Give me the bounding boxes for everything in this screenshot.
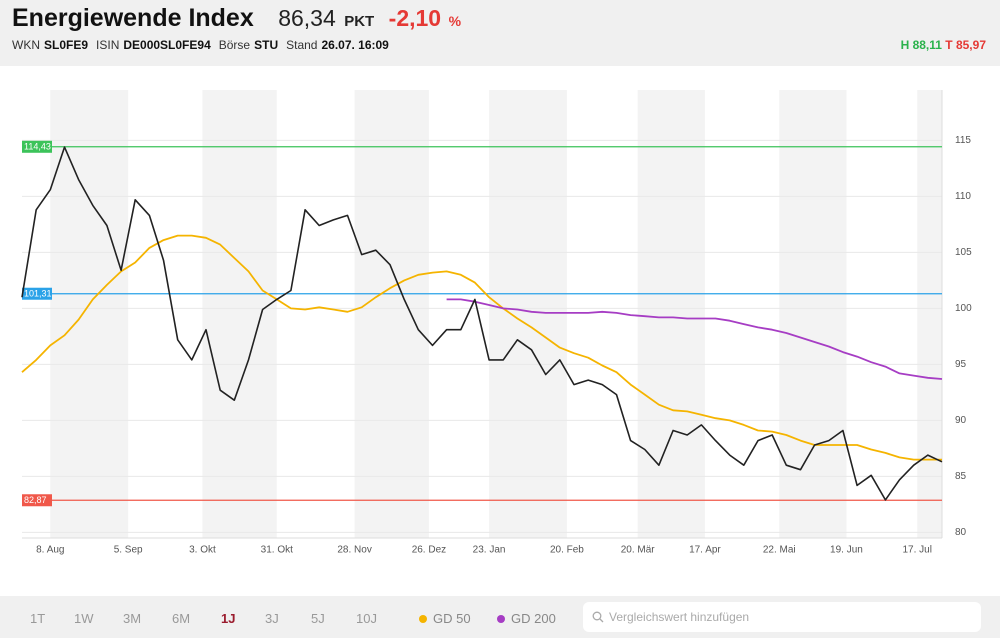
- x-tick-label: 5. Sep: [114, 545, 143, 556]
- y-tick-label: 100: [955, 303, 972, 314]
- y-tick-label: 85: [955, 471, 967, 482]
- chart: 80 85 90 95 100 105 110 115 8. Aug 5. Sep 3. Okt 31…: [21, 90, 972, 556]
- range-button[interactable]: 1W: [74, 611, 94, 626]
- x-tick-label: 19. Jun: [830, 545, 863, 556]
- series-line: [446, 298, 943, 380]
- x-tick-label: 31. Okt: [261, 545, 293, 556]
- meta-value: DE000SL0FE94: [123, 38, 211, 52]
- price: 86,34: [278, 5, 336, 31]
- y-tick-label: 105: [955, 247, 972, 258]
- meta-value: SL0FE9: [44, 38, 89, 52]
- y-tick-label: 95: [955, 359, 967, 370]
- reference-label: 114,43: [24, 142, 51, 152]
- header: Energiewende Index 86,34 PKT -2,10 % WKN…: [0, 0, 1000, 66]
- date-band: [917, 90, 942, 538]
- meta-row: WKN SL0FE9 ISIN DE000SL0FE94 Börse STU Stand 26…: [12, 38, 397, 52]
- legend-label: GD 200: [511, 611, 556, 626]
- range-button[interactable]: 3J: [265, 611, 279, 626]
- change: -2,10: [388, 5, 442, 31]
- legend-label: GD 50: [433, 611, 471, 626]
- date-band: [637, 90, 705, 538]
- x-tick-label: 3. Okt: [189, 545, 216, 556]
- legend-item: GD 200: [497, 611, 556, 626]
- y-tick-label: 110: [955, 191, 971, 202]
- x-tick-label: 8. Aug: [36, 545, 64, 556]
- range-button[interactable]: 5J: [311, 611, 325, 626]
- range-button[interactable]: 1T: [30, 611, 46, 626]
- meta-value: 26.07. 16:09: [321, 38, 389, 52]
- search-placeholder: Vergleichswert hinzufügen: [609, 610, 750, 624]
- reference-badge: [22, 494, 52, 507]
- meta-label: WKN: [12, 38, 40, 52]
- legend-swatch: [419, 615, 427, 623]
- x-tick-label: 23. Jan: [473, 545, 506, 556]
- x-tick-label: 17. Jul: [902, 545, 931, 556]
- reference-badge: [22, 287, 52, 300]
- x-tick-label: 20. Mär: [621, 545, 656, 556]
- title: Energiewende Index: [12, 4, 254, 32]
- x-tick-label: 22. Mai: [763, 545, 796, 556]
- legend-item: GD 50: [419, 611, 471, 626]
- date-band: [354, 90, 429, 538]
- high: H 88,11: [900, 38, 942, 52]
- reference-badge: [22, 140, 52, 153]
- high-low: H 88,11 T 85,97: [901, 38, 986, 52]
- x-tick-label: 20. Feb: [550, 545, 584, 556]
- x-tick-label: 17. Apr: [689, 545, 721, 556]
- y-tick-label: 115: [955, 135, 971, 146]
- meta-label: ISIN: [96, 38, 120, 52]
- x-tick-label: 28. Nov: [337, 545, 371, 556]
- range-button[interactable]: 3M: [123, 611, 142, 626]
- range-button[interactable]: 10J: [356, 611, 377, 626]
- meta-label: Stand: [286, 38, 318, 52]
- series-line: [21, 146, 943, 501]
- date-band: [779, 90, 847, 538]
- price-unit: PKT: [344, 13, 375, 30]
- date-band: [50, 90, 129, 538]
- meta-value: STU: [254, 38, 279, 52]
- title-row: Energiewende Index 86,34 PKT -2,10 %: [12, 4, 461, 33]
- series-line: [21, 234, 942, 461]
- change-unit: %: [448, 13, 462, 29]
- date-band: [489, 90, 567, 538]
- footer: Vergleichswert hinzufügen 1T 1W 3M 6M 1J 3J 5J…: [0, 596, 1000, 638]
- range-button[interactable]: 6M: [172, 611, 191, 626]
- reference-label: 101,31: [24, 289, 52, 299]
- y-tick-label: 80: [955, 527, 967, 538]
- legend-swatch: [497, 615, 505, 623]
- search-icon: [592, 611, 604, 623]
- meta-label: Börse: [218, 38, 251, 52]
- range-button[interactable]: 1J: [221, 611, 236, 626]
- reference-label: 82,87: [24, 495, 47, 505]
- low: T 85,97: [945, 38, 986, 52]
- search-input[interactable]: Vergleichswert hinzufügen: [583, 602, 981, 632]
- date-band: [202, 90, 277, 538]
- x-tick-label: 26. Dez: [412, 545, 446, 556]
- y-tick-label: 90: [955, 415, 967, 426]
